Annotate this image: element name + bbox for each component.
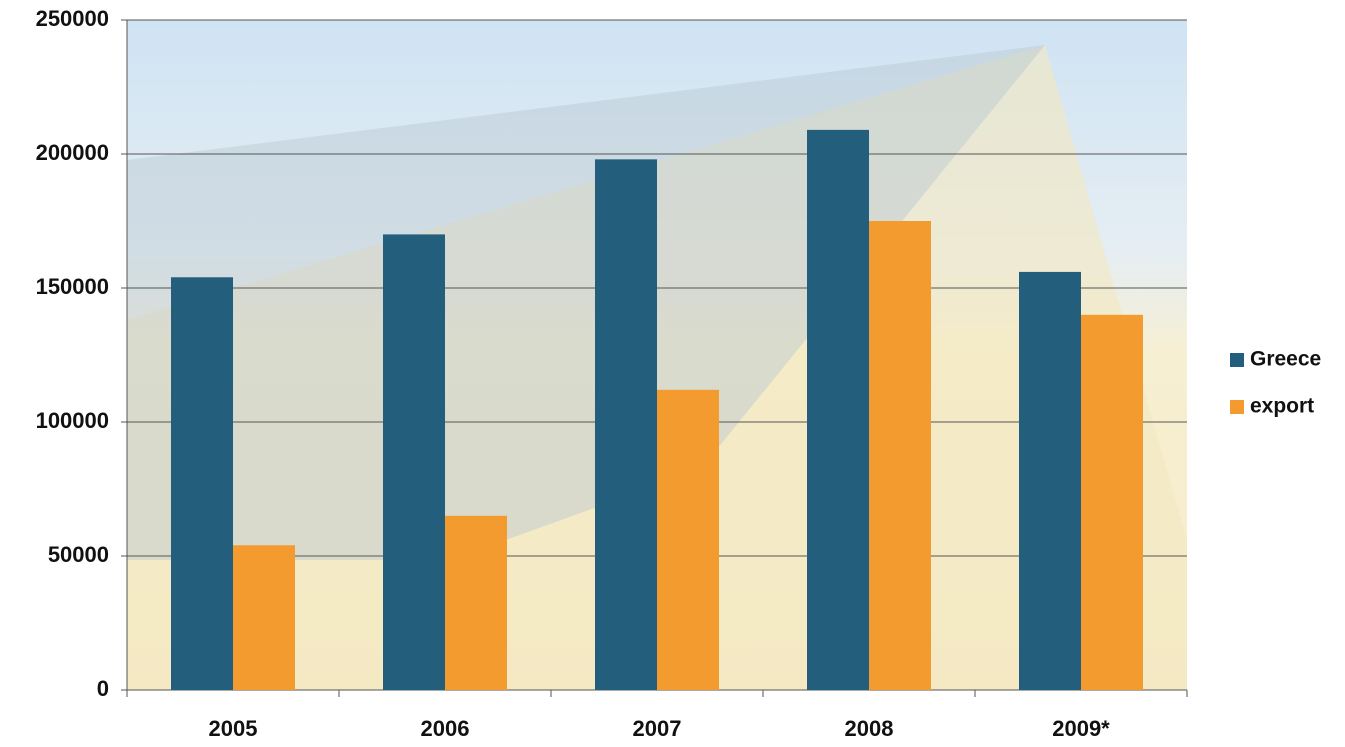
chart: 0 50000 100000 150000 200000 250000 2005 2006 20…: [0, 0, 1345, 747]
x-tick-label: 2007: [633, 716, 682, 741]
bar: [445, 516, 507, 690]
y-tick-label: 0: [97, 676, 109, 701]
x-tick-label: 2005: [209, 716, 258, 741]
bar: [1081, 315, 1143, 690]
legend-label: Greece: [1250, 348, 1321, 371]
bar: [171, 277, 233, 690]
bar: [869, 221, 931, 690]
bar: [807, 130, 869, 690]
bar: [383, 234, 445, 690]
bar: [233, 545, 295, 690]
y-tick-label: 200000: [36, 140, 109, 165]
x-tick-label: 2008: [845, 716, 894, 741]
y-tick-label: 250000: [36, 6, 109, 31]
y-tick-label: 50000: [48, 542, 109, 567]
x-tick-label: 2009*: [1052, 716, 1110, 741]
x-tick-label: 2006: [421, 716, 470, 741]
y-tick-label: 100000: [36, 408, 109, 433]
legend-swatch: [1230, 353, 1244, 367]
bar: [657, 390, 719, 690]
y-tick-label: 150000: [36, 274, 109, 299]
bar: [595, 159, 657, 690]
bar: [1019, 272, 1081, 690]
legend-label: export: [1250, 395, 1314, 418]
legend-swatch: [1230, 400, 1244, 414]
